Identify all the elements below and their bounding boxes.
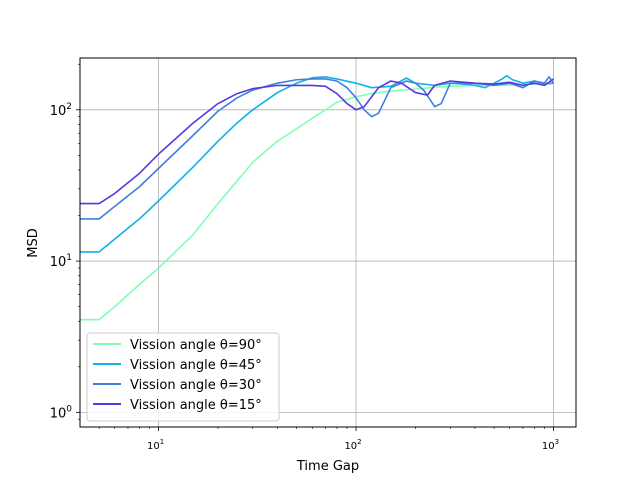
x-tick-label: 101: [147, 438, 164, 452]
x-axis-label: Time Gap: [296, 459, 359, 474]
axis-ticks: [76, 63, 554, 431]
legend-label: Vission angle θ=15°: [130, 398, 262, 413]
series-line-4: [80, 78, 554, 205]
x-tick-label: 103: [542, 438, 559, 452]
legend-label: Vission angle θ=30°: [130, 378, 262, 393]
legend-label: Vission angle θ=45°: [130, 358, 262, 373]
series-lines: [80, 74, 555, 321]
y-axis-label: MSD: [26, 228, 41, 257]
y-tick-label: 100: [50, 404, 73, 421]
legend-box: [86, 332, 280, 422]
series-line-3: [80, 76, 555, 220]
legend: Vission angle θ=90° Vission angle θ=45° Vi…: [86, 332, 280, 422]
y-tick-label: 102: [50, 102, 72, 119]
y-tick-label: 101: [50, 253, 72, 270]
tick-labels: 101 102 103 100 101 102: [50, 102, 559, 452]
legend-label: Vission angle θ=90°: [130, 338, 262, 353]
x-tick-label: 102: [344, 438, 361, 452]
plot-frame: [79, 57, 577, 428]
